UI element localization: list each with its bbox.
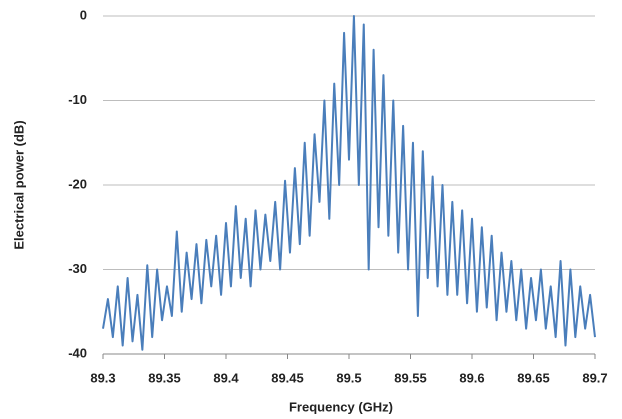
y-tick-label: -20 [68,176,87,191]
y-axis-label: Electrical power (dB) [11,120,26,249]
y-tick-label: 0 [80,7,87,22]
y-tick-label: -30 [68,261,87,276]
y-tick-label: -10 [68,92,87,107]
x-tick-label: 89.4 [213,370,239,385]
x-tick-label: 89.45 [271,370,304,385]
x-tick-label: 89.7 [582,370,607,385]
y-tick-label: -40 [68,345,87,360]
x-tick-label: 89.3 [90,370,115,385]
x-axis-label: Frequency (GHz) [289,399,393,414]
x-tick-label: 89.55 [394,370,427,385]
x-tick-label: 89.5 [336,370,361,385]
x-tick-label: 89.65 [517,370,550,385]
x-tick-label: 89.6 [459,370,484,385]
x-tick-label: 89.35 [148,370,181,385]
data-line [102,15,596,351]
